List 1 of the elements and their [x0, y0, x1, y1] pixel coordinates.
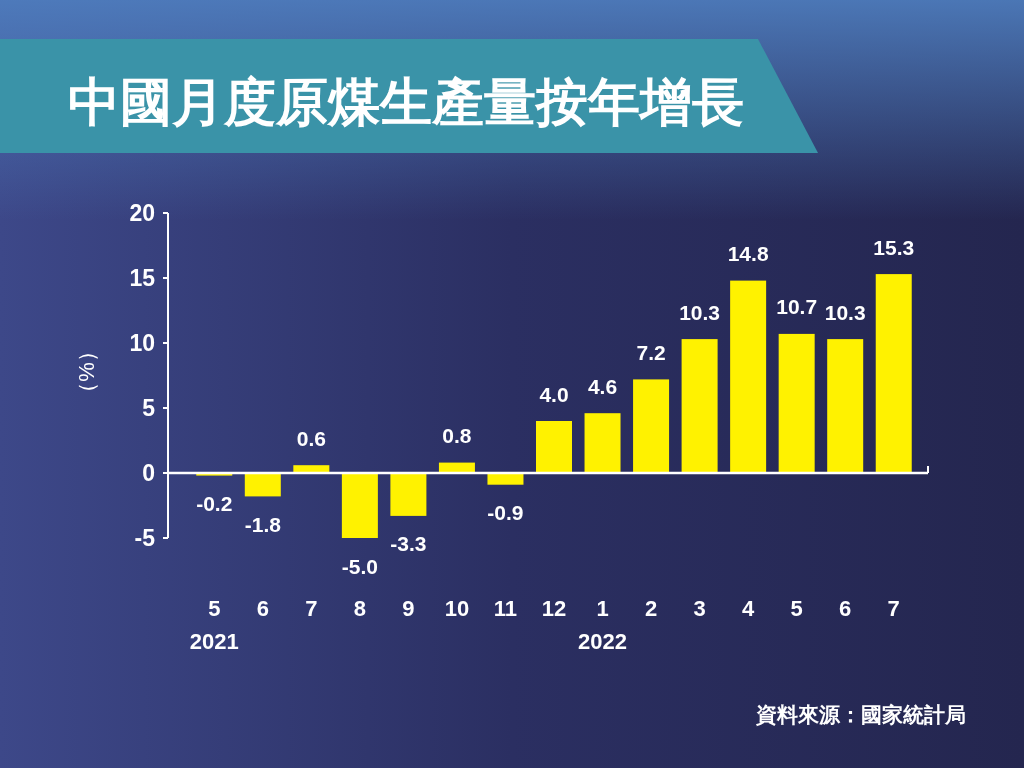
title: 中國月度原煤生產量按年增長 [68, 73, 744, 131]
